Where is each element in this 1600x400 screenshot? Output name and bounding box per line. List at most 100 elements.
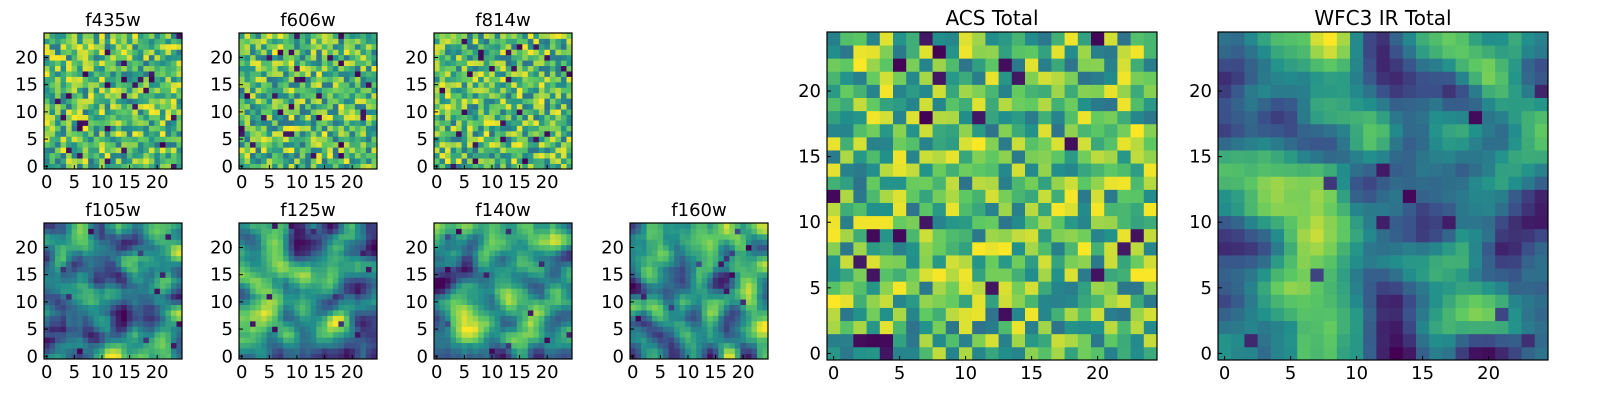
heatmap-cell xyxy=(250,293,256,300)
heatmap-cell xyxy=(316,299,323,305)
heatmap-cell xyxy=(1051,189,1065,203)
heatmap-cell xyxy=(316,71,323,77)
heatmap-cell xyxy=(549,54,556,61)
heatmap-cell xyxy=(44,348,50,354)
heatmap-cell xyxy=(489,326,496,333)
heatmap-cell xyxy=(1064,255,1079,269)
heatmap-cell xyxy=(723,244,730,251)
heatmap-cell xyxy=(88,141,95,148)
heatmap-cell xyxy=(555,244,562,251)
heatmap-cell xyxy=(1091,307,1105,322)
heatmap-cell xyxy=(533,353,540,360)
heatmap-cell xyxy=(560,261,567,267)
heatmap-cell xyxy=(538,98,545,105)
heatmap-cell xyxy=(516,244,523,251)
heatmap-cell xyxy=(255,158,262,164)
heatmap-cell xyxy=(170,282,177,289)
heatmap-cell xyxy=(288,120,295,126)
heatmap-cell xyxy=(132,120,139,126)
heatmap-cell xyxy=(121,43,128,50)
heatmap-cell xyxy=(316,331,323,338)
heatmap-cell xyxy=(478,120,485,126)
heatmap-cell xyxy=(321,87,328,94)
heatmap-cell xyxy=(998,320,1013,335)
heatmap-cell xyxy=(840,202,854,217)
heatmap-cell xyxy=(439,261,446,267)
heatmap-cell xyxy=(66,125,72,132)
heatmap-cell xyxy=(305,103,312,110)
heatmap-cell xyxy=(93,98,100,105)
heatmap-cell xyxy=(104,348,111,354)
heatmap-cell xyxy=(365,65,372,72)
heatmap-cell xyxy=(489,87,496,94)
heatmap-cell xyxy=(434,49,440,56)
heatmap-cell xyxy=(538,250,545,257)
heatmap-cell xyxy=(762,299,769,305)
heatmap-cell xyxy=(159,244,166,251)
heatmap-cell xyxy=(533,342,540,349)
heatmap-cell xyxy=(71,81,78,88)
heatmap-cell xyxy=(60,250,67,257)
heatmap-cell xyxy=(646,250,653,257)
heatmap-cell xyxy=(170,299,177,305)
heatmap-cell xyxy=(456,158,462,164)
heatmap-cell xyxy=(972,346,986,361)
heatmap-cell xyxy=(121,87,128,94)
heatmap-cell xyxy=(148,130,155,137)
heatmap-cell xyxy=(533,33,540,39)
heatmap-cell xyxy=(434,277,440,284)
heatmap-cell xyxy=(879,163,894,177)
heatmap-cell xyxy=(93,141,100,148)
heatmap-cell xyxy=(500,163,507,170)
heatmap-cell xyxy=(277,266,284,273)
heatmap-cell xyxy=(327,109,334,115)
heatmap-cell xyxy=(360,125,367,132)
heatmap-cell xyxy=(762,348,769,354)
heatmap-cell xyxy=(740,282,747,289)
heatmap-cell xyxy=(1077,294,1092,308)
heatmap-cell xyxy=(316,120,323,126)
heatmap-cell xyxy=(121,244,128,251)
heatmap-cell xyxy=(132,288,139,295)
heatmap-cell xyxy=(88,326,95,333)
heatmap-cell xyxy=(126,65,133,72)
heatmap-cell xyxy=(99,266,106,273)
heatmap-cell xyxy=(294,223,301,229)
heatmap-cell xyxy=(483,315,490,322)
heatmap-cell xyxy=(299,261,306,267)
heatmap-cell xyxy=(327,158,334,164)
heatmap-cell xyxy=(906,123,920,138)
heatmap-cell xyxy=(434,315,440,322)
heatmap-cell xyxy=(321,65,328,72)
heatmap-cell xyxy=(277,288,284,295)
heatmap-cell xyxy=(657,288,664,295)
heatmap-cell xyxy=(343,130,350,137)
heatmap-cell xyxy=(82,76,89,83)
heatmap-cell xyxy=(176,228,183,235)
heatmap-cell xyxy=(1077,307,1092,322)
heatmap-cell xyxy=(630,223,636,229)
heatmap-cell xyxy=(445,233,451,240)
heatmap-cell xyxy=(560,163,567,170)
heatmap-cell xyxy=(674,348,681,354)
heatmap-cell xyxy=(349,282,356,289)
heatmap-cell xyxy=(461,92,468,99)
heatmap-cell xyxy=(566,277,573,284)
heatmap-cell xyxy=(972,176,986,190)
heatmap-cell xyxy=(663,223,670,229)
heatmap-cell xyxy=(566,87,573,94)
heatmap-cell xyxy=(371,103,378,110)
heatmap-cell xyxy=(294,33,301,39)
heatmap-cell xyxy=(66,244,72,251)
heatmap-cell xyxy=(668,326,675,333)
heatmap-cell xyxy=(148,299,155,305)
heatmap-cell xyxy=(461,310,468,316)
heatmap-cell xyxy=(321,271,328,278)
heatmap-cell xyxy=(371,76,378,83)
heatmap-cell xyxy=(250,271,256,278)
heatmap-cell xyxy=(154,65,161,72)
heatmap-cell xyxy=(549,348,556,354)
heatmap-cell xyxy=(277,326,284,333)
heatmap-cell xyxy=(261,250,267,257)
heatmap-cell xyxy=(261,81,267,88)
